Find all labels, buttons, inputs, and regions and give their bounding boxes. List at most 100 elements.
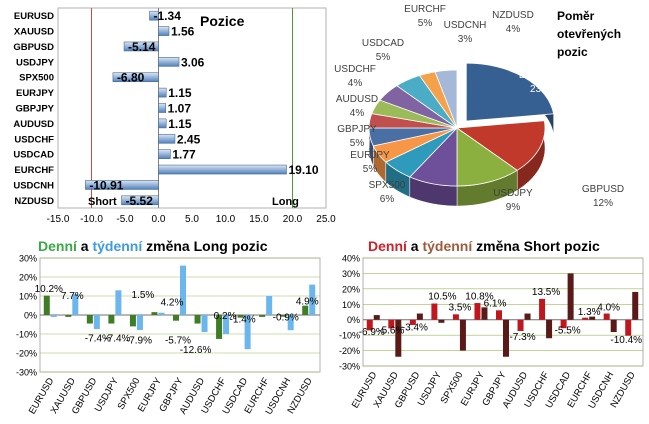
bar-denn-usdjpy: [108, 315, 115, 324]
data-label: 4.9%: [296, 297, 319, 308]
category-label: AUDUSD: [13, 119, 54, 130]
bar-t-denn-usdchf: [546, 319, 553, 339]
data-label: 4.0%: [597, 302, 620, 313]
pie-slice-nzdusd: [434, 69, 458, 129]
bar-denn-gbpjpy: [496, 310, 502, 320]
value-label: 1.56: [171, 25, 195, 39]
pie-slice-eurusd: [465, 62, 555, 122]
data-label: 4.2%: [161, 298, 184, 309]
value-label: -5.14: [128, 40, 156, 54]
data-label: -7.4%: [104, 334, 130, 345]
bar-t-denn-usdcad: [567, 273, 574, 320]
bar-denn-audusd: [194, 315, 201, 324]
bar-denn-eurjpy: [151, 312, 158, 315]
bar-denn-usdcnh: [280, 315, 287, 317]
pie-label-spx500: SPX500 6%: [369, 180, 406, 205]
bar-t-denn-gbpjpy: [180, 265, 186, 315]
value-label: 2.45: [177, 132, 201, 146]
bar-t-denn-gbpusd: [93, 315, 100, 330]
x-tick-label: 15.0: [249, 214, 269, 225]
data-label: 3.5%: [449, 302, 472, 313]
pie-label-usdjpy: USDJPY 9%: [493, 188, 533, 213]
pie-label-gbpjpy: GBPJPY 5%: [337, 124, 377, 149]
value-label: -6.80: [117, 71, 145, 85]
bar-denn-audusd: [517, 319, 524, 331]
category-label: NZDUSD: [14, 196, 54, 207]
category-label: EURUSD: [14, 11, 54, 22]
data-label: -12.6%: [180, 345, 212, 356]
bar-denn-gbpusd: [86, 315, 93, 324]
pie-title-line-2: otevřených: [557, 27, 621, 41]
data-label: -10.4%: [610, 335, 642, 346]
bar-t-denn-audusd: [524, 313, 531, 320]
bar-gbpusd: [123, 41, 159, 52]
bar-denn-eurusd: [366, 319, 373, 331]
bar-t-denn-eurchf: [589, 316, 596, 320]
y-tick-label: 10%: [19, 292, 37, 302]
bar-denn-eurchf: [582, 317, 589, 320]
y-tick-label: 0%: [24, 311, 37, 321]
data-label: -1.4%: [230, 315, 256, 326]
y-tick-label: -10%: [339, 331, 360, 341]
value-label: -10.91: [89, 178, 123, 192]
bar-t-denn-spx500: [136, 315, 143, 331]
value-label: -5.52: [126, 194, 154, 208]
bar-t-denn-nzdusd: [309, 284, 316, 315]
pie-title-line-1: Poměr: [557, 9, 595, 23]
y-tick-label: -10%: [16, 330, 37, 340]
bar-spx500: [112, 72, 159, 83]
data-label: -6.9%: [359, 327, 385, 338]
bar-nzdusd: [121, 195, 159, 206]
pie-label-xauusd: XAUUSD 15%: [569, 112, 611, 137]
category-label: XAUUSD: [14, 27, 54, 38]
bar-t-denn-spx500: [459, 319, 466, 351]
bar-t-denn-usdjpy: [115, 290, 122, 315]
pie-slice-xauusd: [455, 120, 546, 171]
value-label: 19.10: [288, 163, 318, 177]
y-tick-label: -30%: [339, 362, 360, 372]
positions-bar-chart: Pozice -15.0 -10.0 -5.0 0.0 5.0 10.0 15.0 20.0 2…: [13, 7, 336, 225]
pie-label-eurchf: EURCHF 5%: [404, 4, 446, 29]
value-label: 3.06: [181, 55, 205, 69]
x-tick-label: -10.0: [80, 214, 103, 225]
y-tick-label: 20%: [342, 284, 360, 294]
y-tick-label: 0%: [347, 315, 360, 325]
bar-denn-spx500: [129, 315, 136, 327]
bar-gbpjpy: [158, 103, 166, 113]
x-tick-label: 10.0: [216, 214, 236, 225]
bar-t-denn-audusd: [201, 315, 208, 333]
bar-usdchf: [158, 133, 176, 144]
pie-label-eurusd: EURUSD 23%: [519, 70, 561, 95]
y-tick-label: 10%: [342, 300, 360, 310]
x-tick-label: 5.0: [185, 214, 199, 225]
data-label: 7.7%: [61, 291, 84, 302]
bar-denn-usdjpy: [431, 303, 438, 320]
bar-denn-usdcad: [560, 319, 567, 329]
value-label: 1.77: [172, 148, 196, 162]
value-label: -1.34: [154, 9, 182, 23]
bar-t-denn-eurjpy: [158, 312, 165, 315]
bar-t-denn-usdjpy: [438, 319, 445, 323]
short-title-part-4: změna Short pozic: [472, 238, 600, 254]
bar-t-denn-usdchf: [223, 315, 230, 334]
bar-denn-xauusd: [388, 319, 395, 329]
value-label: 1.15: [168, 86, 192, 100]
category-label: EURJPY: [16, 88, 55, 99]
data-label: 1.5%: [132, 290, 155, 301]
bar-audusd: [158, 118, 167, 129]
data-label: 10.2%: [35, 284, 63, 295]
long-title-part-1: Denní: [38, 238, 77, 254]
short-annotation: Short: [88, 196, 117, 208]
bar-t-denn-eurchf: [266, 296, 273, 315]
pie-title-line-3: pozic: [557, 45, 588, 59]
bar-denn-nzdusd: [625, 319, 632, 336]
bar-t-denn-gbpjpy: [503, 319, 509, 357]
bar-t-denn-usdcad: [244, 315, 251, 350]
bar-denn-gbpjpy: [173, 315, 179, 321]
bar-denn-spx500: [452, 314, 459, 320]
long-title-part-2: a: [76, 238, 93, 254]
category-label: USDJPY: [16, 57, 55, 68]
data-label: -0.9%: [273, 313, 299, 324]
data-label: 10.5%: [428, 292, 456, 303]
category-label: EURCHF: [14, 165, 54, 176]
